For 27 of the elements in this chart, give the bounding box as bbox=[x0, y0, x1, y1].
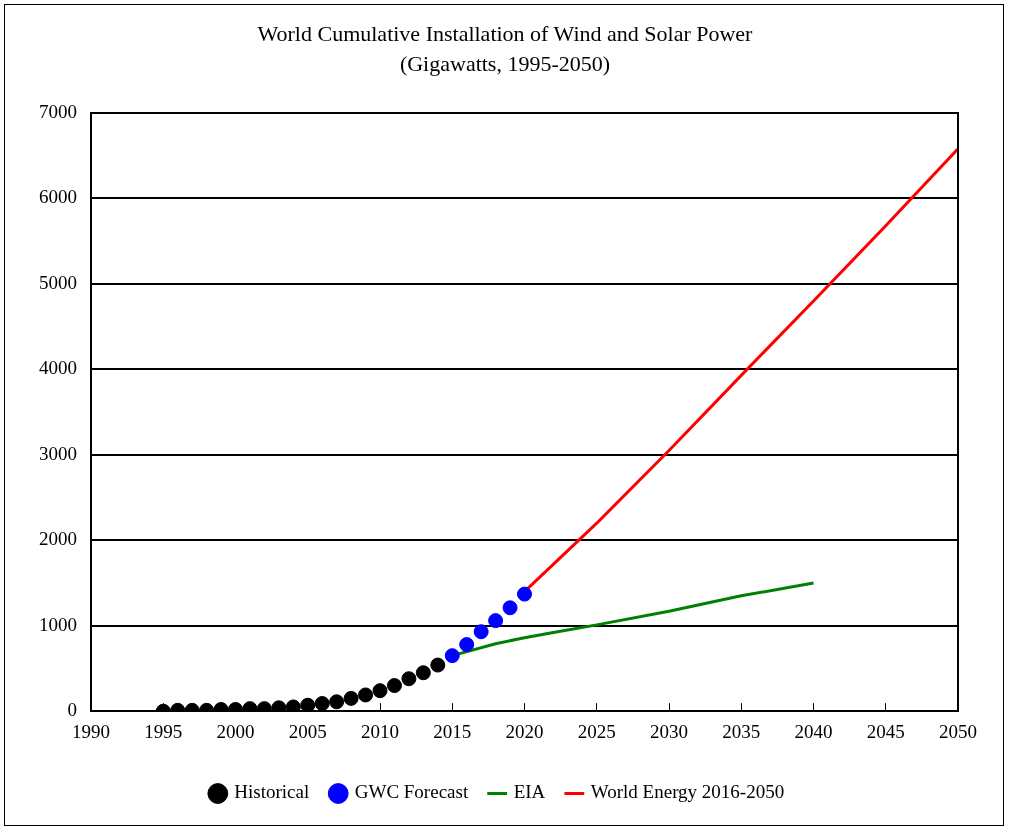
x-tick-label: 2035 bbox=[722, 720, 761, 742]
chart-title: World Cumulative Installation of Wind and Solar Power bbox=[256, 20, 754, 48]
x-tick-label: 2015 bbox=[433, 720, 472, 742]
x-tick-label: 2000 bbox=[216, 720, 255, 742]
x-tick-label: 2020 bbox=[505, 720, 544, 742]
x-tick-label: 2050 bbox=[939, 720, 977, 742]
y-tick-label: 4000 bbox=[39, 357, 77, 379]
x-tick-label: 2025 bbox=[577, 720, 616, 742]
legend-label: EIA bbox=[513, 781, 546, 803]
x-tick-label: 1990 bbox=[72, 720, 110, 742]
legend-label: GWC Forecast bbox=[354, 781, 469, 803]
chart-subtitle: (Gigawatts, 1995-2050) bbox=[398, 50, 612, 78]
y-tick-label: 5000 bbox=[39, 271, 77, 293]
legend-label: World Energy 2016-2050 bbox=[590, 781, 785, 803]
y-tick-label: 7000 bbox=[39, 100, 77, 122]
y-tick-label: 6000 bbox=[39, 186, 77, 208]
y-tick-label: 0 bbox=[67, 699, 77, 721]
y-tick-label: 3000 bbox=[39, 442, 77, 464]
x-tick-label: 2005 bbox=[288, 720, 327, 742]
x-tick-label: 2045 bbox=[866, 720, 905, 742]
x-tick-label: 2010 bbox=[361, 720, 399, 742]
y-tick-label: 2000 bbox=[39, 528, 77, 550]
y-tick-label: 1000 bbox=[39, 613, 77, 635]
x-tick-label: 2030 bbox=[650, 720, 688, 742]
x-tick-label: 2040 bbox=[794, 720, 833, 742]
x-tick-label: 1995 bbox=[144, 720, 183, 742]
legend-label: Historical bbox=[234, 781, 310, 803]
